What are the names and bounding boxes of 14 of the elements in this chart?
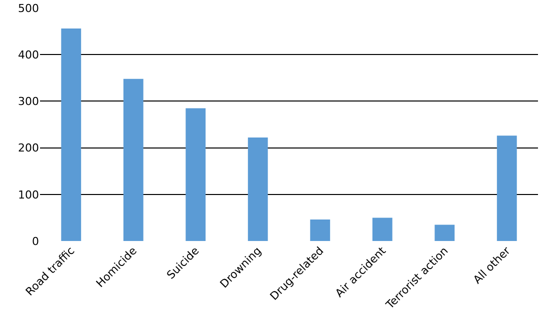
- y-tick-label: 300: [18, 95, 39, 108]
- bar: [434, 224, 455, 241]
- bar: [496, 136, 517, 241]
- bar: [310, 220, 330, 241]
- bar: [123, 78, 144, 241]
- y-tick-label: 100: [18, 188, 39, 202]
- bar: [186, 108, 206, 241]
- y-tick-label: 500: [18, 2, 39, 15]
- bar: [372, 218, 392, 241]
- bar: [61, 28, 82, 241]
- bar: [248, 138, 268, 241]
- y-tick-label: 400: [18, 48, 39, 62]
- y-tick-label: 200: [18, 142, 39, 155]
- y-tick-label: 0: [32, 234, 39, 248]
